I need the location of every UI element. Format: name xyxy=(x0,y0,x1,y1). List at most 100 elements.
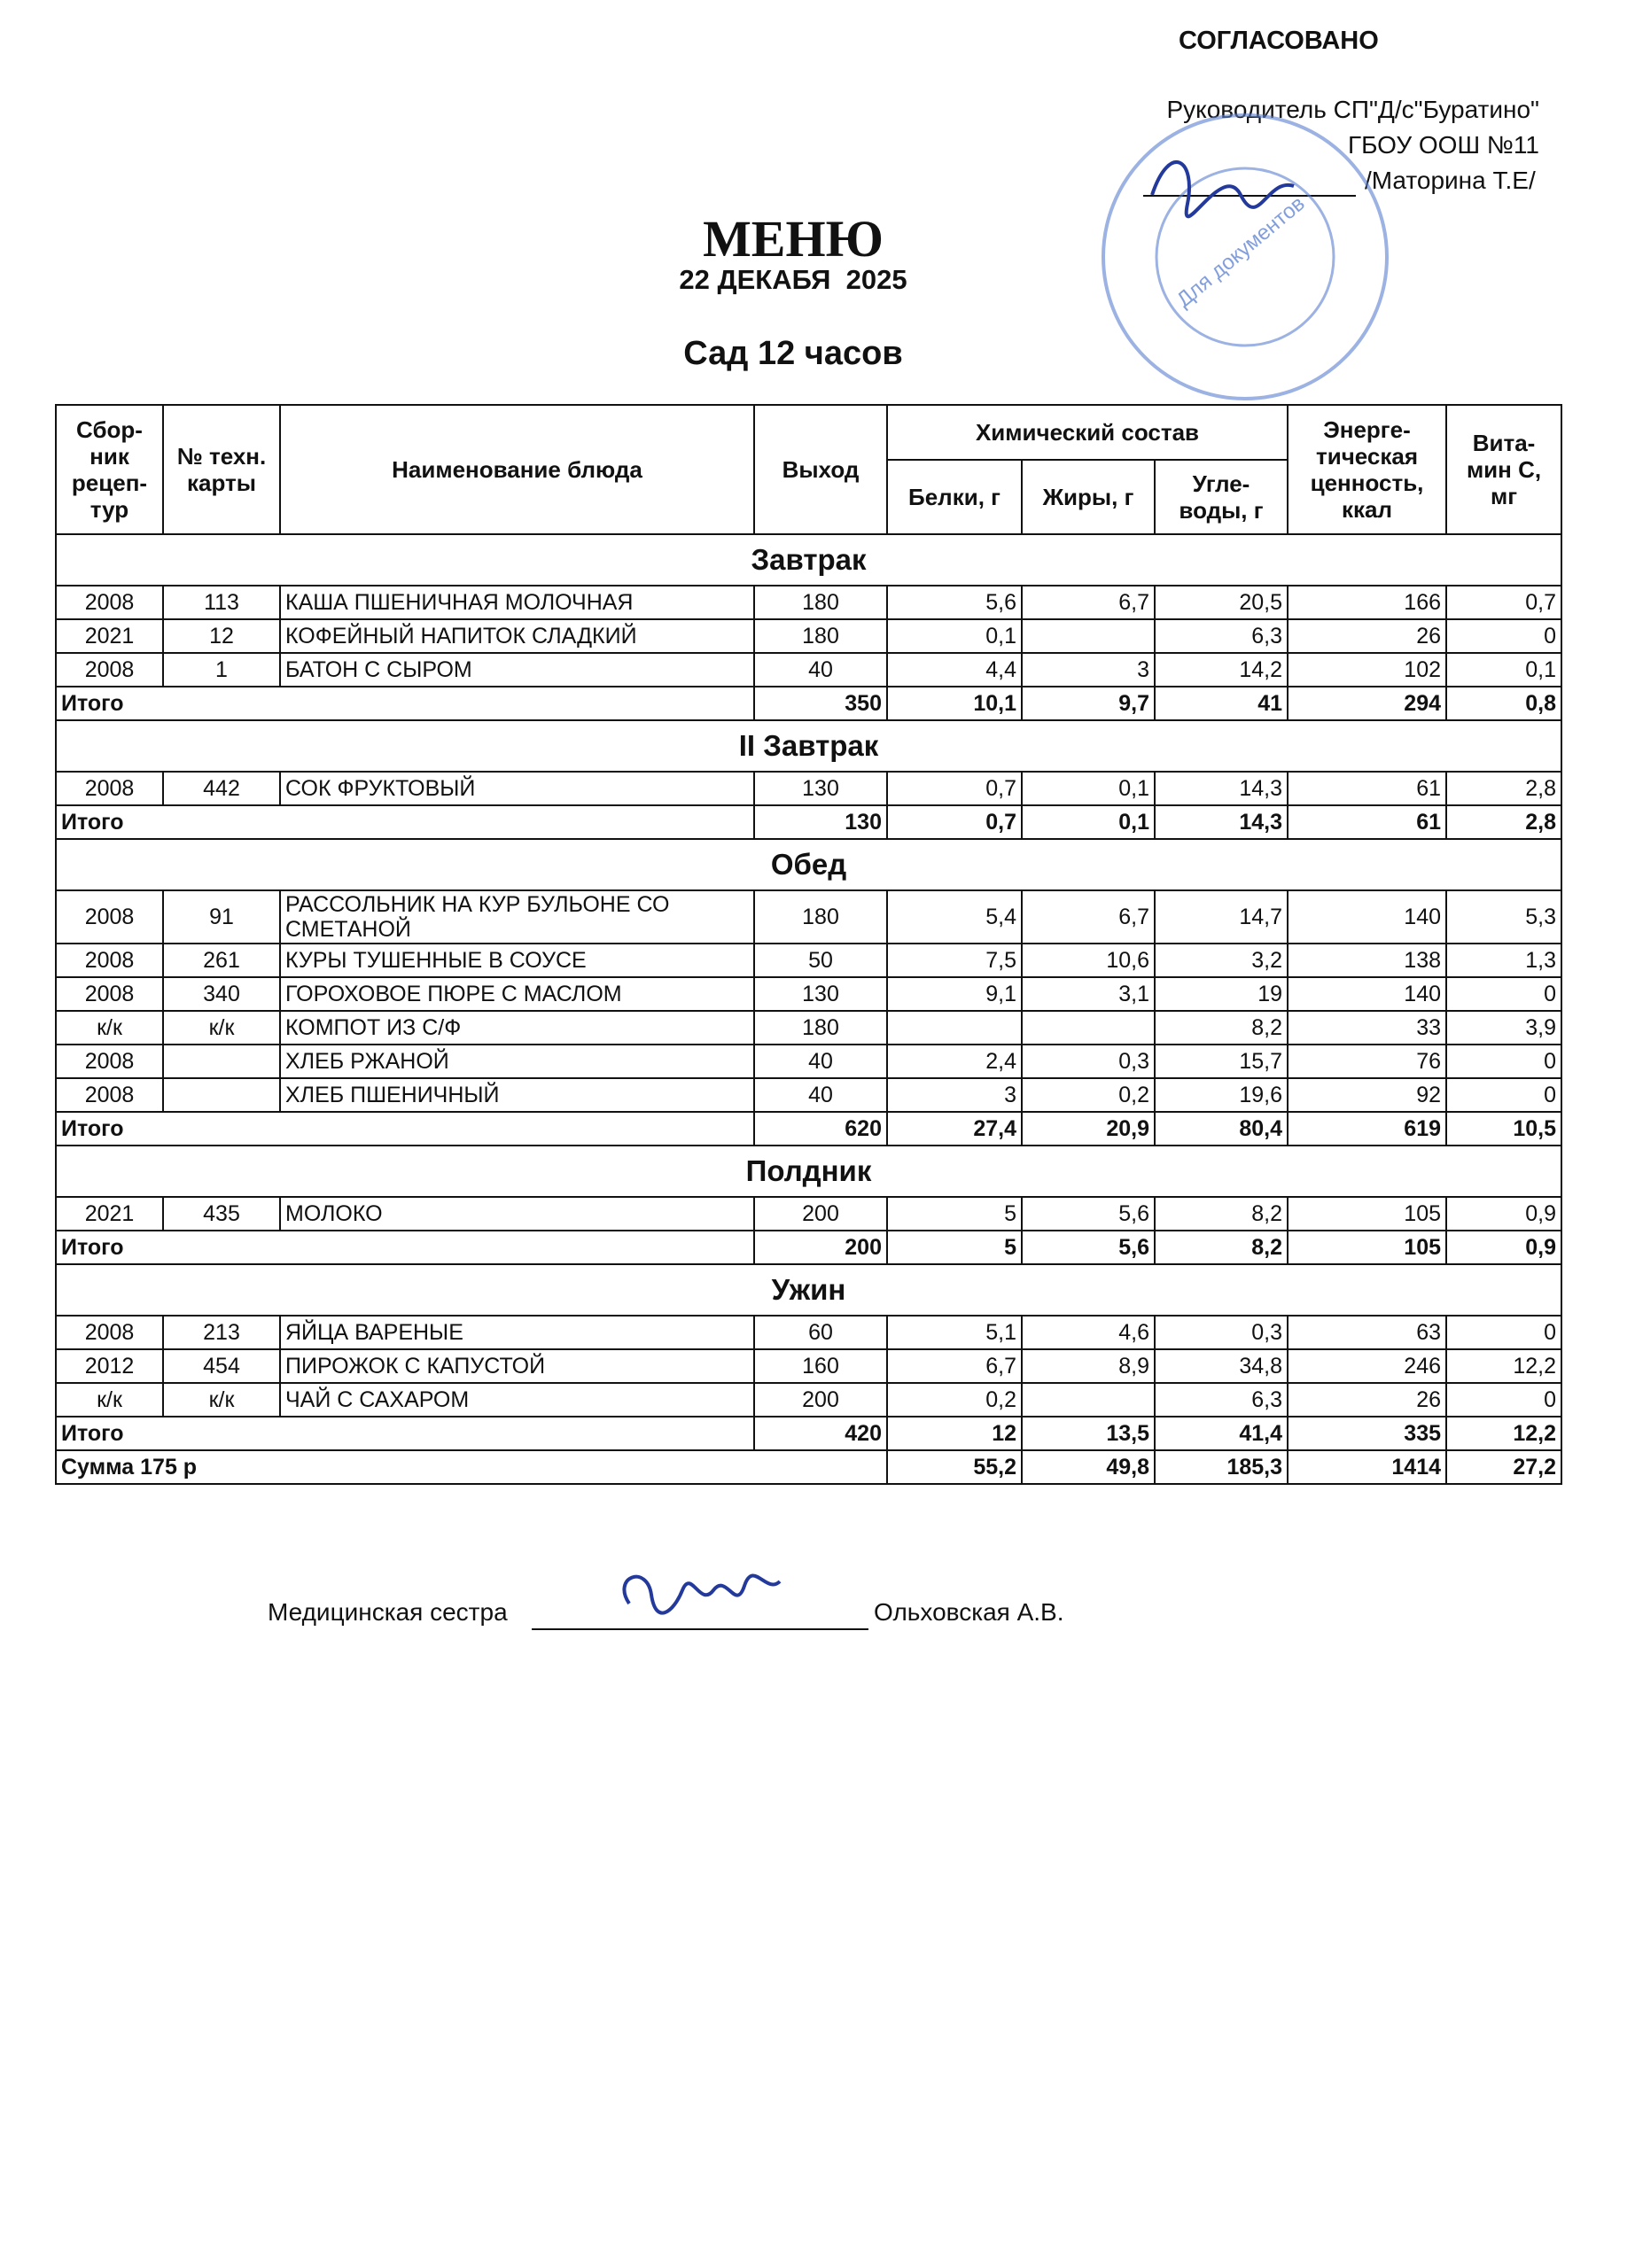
cell: 350 xyxy=(753,686,888,721)
cell: 14,2 xyxy=(1153,652,1289,687)
cell: 14,3 xyxy=(1153,771,1289,806)
cell: 180 xyxy=(753,889,888,944)
cell: 0 xyxy=(1445,1382,1563,1418)
cell xyxy=(1021,1382,1156,1418)
cell: 55,2 xyxy=(886,1449,1023,1485)
total-row: Итого 620 27,4 20,9 80,4 619 10,5 xyxy=(55,1111,1563,1146)
cell: 0,3 xyxy=(1021,1044,1156,1079)
cell: 6,7 xyxy=(1021,889,1156,944)
cell: к/к xyxy=(162,1010,281,1045)
cell: 1414 xyxy=(1287,1449,1448,1485)
cell: Итого xyxy=(55,804,755,840)
cell: 10,6 xyxy=(1021,943,1156,978)
cell: 140 xyxy=(1287,976,1448,1012)
stamp: Для документов xyxy=(1102,113,1389,400)
header-cell: № техн. карты xyxy=(162,404,281,535)
cell: 0,7 xyxy=(886,804,1023,840)
cell: 2008 xyxy=(55,1077,164,1113)
cell: 41,4 xyxy=(1153,1416,1289,1451)
cell: 0 xyxy=(1445,618,1563,654)
header-cell: Белки, г xyxy=(886,459,1023,535)
cell: 15,7 xyxy=(1153,1044,1289,1079)
cell: 5,4 xyxy=(886,889,1023,944)
cell: ЧАЙ С САХАРОМ xyxy=(279,1382,755,1418)
data-row: 2008 213 ЯЙЦА ВАРЕНЫЕ 60 5,1 4,6 0,3 63 0 xyxy=(55,1315,1563,1350)
cell: 92 xyxy=(1287,1077,1448,1113)
cell: 246 xyxy=(1287,1348,1448,1384)
data-row: 2008 113 КАША ПШЕНИЧНАЯ МОЛОЧНАЯ 180 5,6 6,7 2… xyxy=(55,585,1563,620)
cell: 26 xyxy=(1287,618,1448,654)
cell: 0,3 xyxy=(1153,1315,1289,1350)
cell: 2021 xyxy=(55,1196,164,1231)
cell: 102 xyxy=(1287,652,1448,687)
cell: 420 xyxy=(753,1416,888,1451)
cell: 61 xyxy=(1287,771,1448,806)
cell: 34,8 xyxy=(1153,1348,1289,1384)
cell: 20,9 xyxy=(1021,1111,1156,1146)
cell: 435 xyxy=(162,1196,281,1231)
cell: 80,4 xyxy=(1153,1111,1289,1146)
cell: Итого xyxy=(55,1230,755,1265)
cell: 4,4 xyxy=(886,652,1023,687)
cell: БАТОН С СЫРОМ xyxy=(279,652,755,687)
cell: 0,1 xyxy=(886,618,1023,654)
cell: 5 xyxy=(886,1196,1023,1231)
cell: КУРЫ ТУШЕННЫЕ В СОУСЕ xyxy=(279,943,755,978)
cell: 9,1 xyxy=(886,976,1023,1012)
cell: 3 xyxy=(886,1077,1023,1113)
cell: 26 xyxy=(1287,1382,1448,1418)
cell: 0,1 xyxy=(1445,652,1563,687)
cell: 261 xyxy=(162,943,281,978)
cell: 4,6 xyxy=(1021,1315,1156,1350)
cell: 5,6 xyxy=(1021,1230,1156,1265)
cell: 2021 xyxy=(55,618,164,654)
data-row: 2008 ХЛЕБ РЖАНОЙ 40 2,4 0,3 15,7 76 0 xyxy=(55,1044,1563,1079)
data-row: 2008 1 БАТОН С СЫРОМ 40 4,4 3 14,2 102 0,1 xyxy=(55,652,1563,687)
header-cell: Сбор-ник рецеп-тур xyxy=(55,404,164,535)
cell: 200 xyxy=(753,1196,888,1231)
cell: Итого xyxy=(55,686,755,721)
cell: 6,7 xyxy=(1021,585,1156,620)
cell: ХЛЕБ ПШЕНИЧНЫЙ xyxy=(279,1077,755,1113)
cell: РАССОЛЬНИК НА КУР БУЛЬОНЕ СО СМЕТАНОЙ xyxy=(279,889,755,944)
cell: 14,7 xyxy=(1153,889,1289,944)
cell: ХЛЕБ РЖАНОЙ xyxy=(279,1044,755,1079)
cell: 5,1 xyxy=(886,1315,1023,1350)
cell: 180 xyxy=(753,585,888,620)
data-row: 2008 340 ГОРОХОВОЕ ПЮРЕ С МАСЛОМ 130 9,1 3,1 1… xyxy=(55,976,1563,1012)
cell: 1 xyxy=(162,652,281,687)
cell: 40 xyxy=(753,652,888,687)
cell: 10,5 xyxy=(1445,1111,1563,1146)
cell: 2008 xyxy=(55,1315,164,1350)
cell: 49,8 xyxy=(1021,1449,1156,1485)
cell: 2008 xyxy=(55,976,164,1012)
cell: 130 xyxy=(753,976,888,1012)
cell: СОК ФРУКТОВЫЙ xyxy=(279,771,755,806)
data-row: к/к к/к ЧАЙ С САХАРОМ 200 0,2 6,3 26 0 xyxy=(55,1382,1563,1418)
cell xyxy=(1021,618,1156,654)
cell: 130 xyxy=(753,804,888,840)
cell: 160 xyxy=(753,1348,888,1384)
cell: 3 xyxy=(1021,652,1156,687)
cell: 61 xyxy=(1287,804,1448,840)
cell: 166 xyxy=(1287,585,1448,620)
cell: Обед xyxy=(54,838,1563,891)
signature xyxy=(622,1573,782,1615)
cell: 3,9 xyxy=(1445,1010,1563,1045)
cell: 113 xyxy=(162,585,281,620)
cell: МОЛОКО xyxy=(279,1196,755,1231)
cell: 0 xyxy=(1445,976,1563,1012)
cell: 5 xyxy=(886,1230,1023,1265)
cell: ГОРОХОВОЕ ПЮРЕ С МАСЛОМ xyxy=(279,976,755,1012)
cell: 60 xyxy=(753,1315,888,1350)
cell: 0,2 xyxy=(886,1382,1023,1418)
cell: 2,8 xyxy=(1445,771,1563,806)
data-row: 2012 454 ПИРОЖОК С КАПУСТОЙ 160 6,7 8,9 34,8 24… xyxy=(55,1348,1563,1384)
cell: 12,2 xyxy=(1445,1416,1563,1451)
cell: 0,1 xyxy=(1021,771,1156,806)
cell: 8,2 xyxy=(1153,1230,1289,1265)
header-cell: Химический состав xyxy=(885,404,1289,461)
cell: 13,5 xyxy=(1021,1416,1156,1451)
data-row: 2021 12 КОФЕЙНЫЙ НАПИТОК СЛАДКИЙ 180 0,1 6,3 2… xyxy=(55,618,1563,654)
cell: 2,8 xyxy=(1445,804,1563,840)
